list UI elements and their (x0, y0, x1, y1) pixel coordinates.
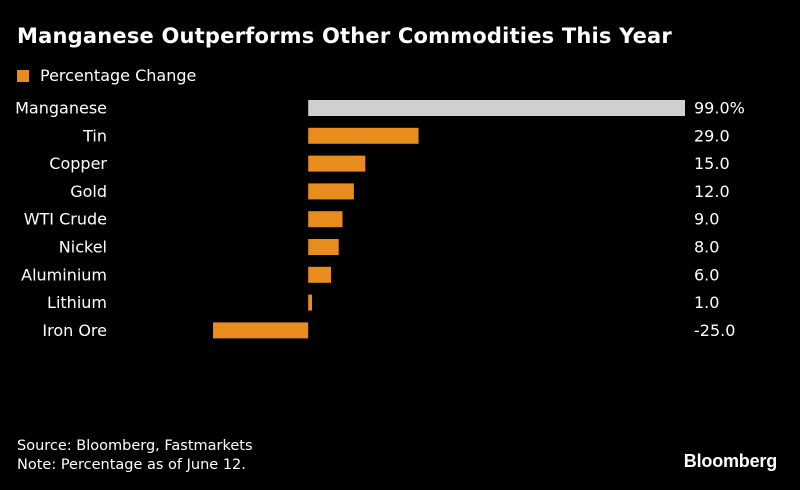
value-label: 99.0% (694, 99, 745, 118)
category-label: Manganese (15, 99, 107, 118)
bar-tin (308, 127, 419, 144)
value-label: 6.0 (694, 265, 719, 284)
value-label: 15.0 (694, 154, 730, 173)
bar-iron-ore (213, 322, 309, 339)
legend-swatch (17, 69, 29, 82)
category-label: Tin (82, 126, 107, 145)
category-label: Copper (49, 154, 107, 173)
bloomberg-logo: Bloomberg (683, 451, 777, 471)
bar-aluminium (308, 266, 331, 283)
chart-title: Manganese Outperforms Other Commodities … (17, 24, 672, 48)
date-note: Note: Percentage as of June 12. (17, 457, 246, 473)
category-label: Lithium (47, 293, 107, 312)
bar-lithium (308, 294, 312, 311)
bar-nickel (308, 239, 339, 255)
bar-wti-crude (308, 211, 343, 228)
value-label: 8.0 (694, 238, 719, 257)
category-label: Iron Ore (42, 321, 107, 340)
legend: Percentage Change (17, 66, 196, 85)
footer: Source: Bloomberg, Fastmarkets Note: Per… (17, 437, 253, 475)
category-label: WTI Crude (24, 210, 107, 229)
bar-manganese (308, 100, 685, 116)
bar-copper (308, 155, 366, 172)
category-label: Aluminium (21, 265, 107, 284)
category-label: Gold (70, 182, 107, 201)
bar-gold (308, 183, 354, 200)
value-label: 1.0 (694, 293, 719, 312)
source-note: Source: Bloomberg, Fastmarkets (17, 438, 253, 454)
value-label: -25.0 (694, 321, 735, 340)
value-label: 12.0 (694, 182, 730, 201)
value-label: 9.0 (694, 210, 719, 229)
legend-label: Percentage Change (40, 66, 197, 85)
value-label: 29.0 (694, 126, 730, 145)
category-label: Nickel (59, 238, 107, 257)
